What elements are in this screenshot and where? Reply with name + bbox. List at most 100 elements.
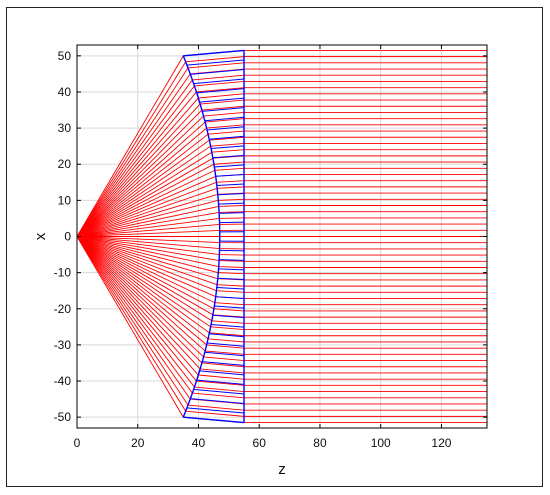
y-tick-label: 30 xyxy=(58,121,72,135)
ray-line xyxy=(76,236,487,411)
ray-line xyxy=(76,186,487,237)
lens-ray-segment xyxy=(186,59,245,66)
ray-line xyxy=(76,149,487,237)
ray-line xyxy=(76,217,487,237)
ray-line xyxy=(76,236,487,250)
lens-top-edge xyxy=(183,49,245,57)
ray-line xyxy=(76,105,487,237)
lens-ray-segment xyxy=(214,164,245,168)
y-tick-label: -20 xyxy=(54,302,72,316)
ray-line xyxy=(76,130,487,237)
lens-ray-segment xyxy=(186,407,245,414)
lens-ray-segment xyxy=(193,388,245,395)
lens-ray-segment xyxy=(217,193,245,196)
lens-ray-segment xyxy=(214,305,245,309)
lens-ray-segment xyxy=(204,116,245,122)
ray-line xyxy=(76,236,487,268)
ray-line xyxy=(76,211,487,237)
lens-ray-segment xyxy=(202,361,245,366)
lens-bottom-edge xyxy=(183,416,245,424)
ray-line xyxy=(76,111,487,237)
ray-line xyxy=(76,236,487,349)
lens-ray-segment xyxy=(190,398,245,404)
lens-ray-segment xyxy=(212,314,245,319)
lens-ray-segment xyxy=(209,135,245,140)
lens-ray-segment xyxy=(219,259,245,261)
ray-line xyxy=(76,236,487,337)
tick-marks: 0 20 40 60 80 100 120 -50 -40 -30 -20 -10 0 10 20 30 40 5… xyxy=(54,45,487,450)
ray-line xyxy=(76,236,487,306)
x-tick-label: 100 xyxy=(371,436,391,450)
x-tick-label: 20 xyxy=(131,436,145,450)
ray-line xyxy=(76,236,487,417)
x-tick-label: 40 xyxy=(192,436,206,450)
y-tick-label: -40 xyxy=(54,374,72,388)
ray-line xyxy=(76,136,487,237)
ray-line xyxy=(76,236,487,262)
y-tick-label: 10 xyxy=(58,193,72,207)
lens-ray-segment xyxy=(196,88,245,94)
lens-ray-segment xyxy=(217,277,245,280)
x-axis-label: z xyxy=(278,461,286,478)
ray-line xyxy=(76,180,487,237)
lens-ray-segment xyxy=(209,333,245,338)
ray-line xyxy=(76,236,487,355)
lens-ray-segment xyxy=(207,126,245,131)
y-axis-label: x xyxy=(32,232,49,240)
ray-line xyxy=(76,74,487,237)
lens-ray-segment xyxy=(218,202,245,205)
y-tick-label: -30 xyxy=(54,338,72,352)
x-tick-label: 60 xyxy=(253,436,267,450)
ray-line xyxy=(76,236,487,368)
x-tick-label: 120 xyxy=(431,436,451,450)
y-tick-label: 20 xyxy=(58,157,72,171)
ray-line xyxy=(76,62,487,237)
ray-line xyxy=(76,118,487,237)
y-tick-label: -50 xyxy=(54,410,72,424)
ray-line xyxy=(76,223,487,237)
ray-line xyxy=(76,236,487,312)
lens-ray-segment xyxy=(219,212,245,214)
ray-line xyxy=(76,167,487,237)
lens-ray-segment xyxy=(211,324,245,328)
x-tick-label: 0 xyxy=(74,436,81,450)
y-tick-label: 0 xyxy=(64,230,71,244)
ray-line xyxy=(76,236,487,380)
ray-line xyxy=(76,93,487,237)
ray-line xyxy=(76,236,487,330)
ray-line xyxy=(76,143,487,237)
lens-front-surface xyxy=(182,55,221,418)
lens-ray-segment xyxy=(199,370,245,376)
ray-line xyxy=(76,124,487,237)
ray-line xyxy=(76,205,487,237)
ray-line xyxy=(76,236,487,343)
lens-lines xyxy=(182,49,245,424)
lens-ray-segment xyxy=(204,351,245,357)
ray-line xyxy=(76,236,487,399)
y-tick-label: 50 xyxy=(58,49,72,63)
ray-line xyxy=(76,236,487,275)
ray-line xyxy=(76,99,487,237)
ray-line xyxy=(76,236,487,256)
lens-ray-segment xyxy=(216,286,245,290)
ray-line xyxy=(76,198,487,237)
ray-line xyxy=(76,236,487,244)
ray-line xyxy=(76,80,487,237)
lens-ray-segment xyxy=(202,107,245,112)
lens-ray-segment xyxy=(218,268,245,271)
lens-ray-segment xyxy=(199,97,245,103)
ray-line xyxy=(76,236,487,287)
ray-line xyxy=(76,236,487,361)
lens-ray-segment xyxy=(215,296,245,300)
x-tick-label: 80 xyxy=(313,436,327,450)
ray-lines xyxy=(76,49,487,424)
lens-ray-segment xyxy=(212,154,245,159)
lens-ray-segment xyxy=(216,183,245,187)
lens-ray-segment xyxy=(193,78,245,85)
ray-line xyxy=(76,229,487,237)
lens-ray-segment xyxy=(215,173,245,177)
y-tick-label: 40 xyxy=(58,85,72,99)
ray-line xyxy=(76,56,487,237)
ray-line xyxy=(76,236,487,374)
